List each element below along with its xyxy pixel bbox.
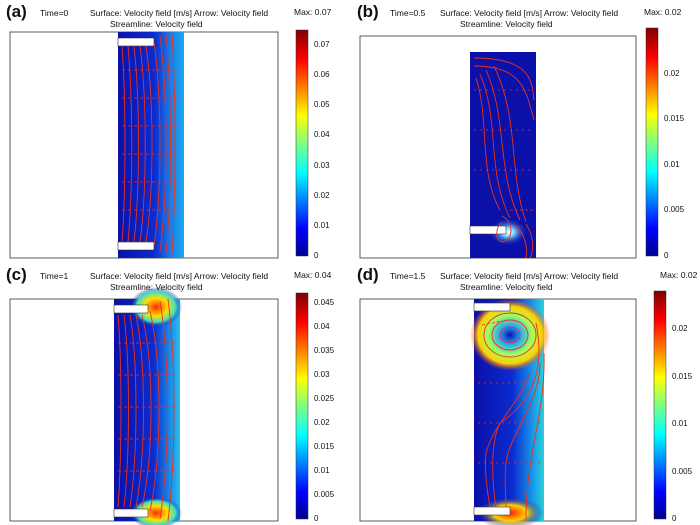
panel-letter: (d) xyxy=(357,265,379,284)
velocity-arrows xyxy=(118,342,176,472)
colorbar-tick-label: 0.05 xyxy=(314,100,330,110)
colorbar-tick-label: 0 xyxy=(314,251,319,260)
colorbar-tick-label: 0.01 xyxy=(314,220,330,230)
colorbar-tick-label: 0.035 xyxy=(314,345,335,355)
surface-title: Surface: Velocity field [m/s] Arrow: Vel… xyxy=(90,271,269,281)
inlet-bottom xyxy=(113,508,149,518)
colorbar xyxy=(295,29,309,257)
colorbar-tick-label: 0.01 xyxy=(672,419,688,428)
panel-b: (b) Time=0.5 Surface: Velocity field [m/… xyxy=(350,0,700,262)
streamline-title: Streamline: Velocity field xyxy=(460,282,553,292)
colorbar-tick-label: 0.015 xyxy=(672,371,693,381)
colorbar-tick-label: 0.01 xyxy=(314,465,330,475)
colorbar-tick-label: 0.03 xyxy=(314,160,330,170)
max-label: Max: 0.07 xyxy=(294,7,332,17)
colorbar-tick-label: 0.025 xyxy=(314,393,335,403)
streamline-title: Streamline: Velocity field xyxy=(460,19,553,29)
velocity-arrows xyxy=(474,89,534,211)
time-label: Time=1 xyxy=(40,271,69,281)
streamline-title: Streamline: Velocity field xyxy=(110,282,203,292)
inlet-bottom xyxy=(473,506,511,516)
time-label: Time=0 xyxy=(40,8,69,18)
inlet-top xyxy=(113,304,149,314)
colorbar-tick-label: 0.04 xyxy=(314,321,330,331)
colorbar-tick-label: 0.07 xyxy=(314,40,330,50)
colorbar-tick-label: 0.045 xyxy=(314,297,335,307)
inlet-top xyxy=(117,37,155,47)
panel-c: (c) Time=1 Surface: Velocity field [m/s]… xyxy=(0,263,350,525)
panel-a: (a) Time=0 Surface: Velocity field [m/s]… xyxy=(0,0,350,262)
panel-letter: (b) xyxy=(357,2,379,21)
colorbar-tick-label: 0.02 xyxy=(314,190,330,200)
colorbar-tick-label: 0 xyxy=(314,514,319,523)
time-label: Time=1.5 xyxy=(390,271,426,281)
colorbar-tick-label: 0.06 xyxy=(314,70,330,80)
colorbar xyxy=(653,290,667,520)
colorbar-tick-label: 0.015 xyxy=(664,114,685,124)
colorbar-tick-label: 0.02 xyxy=(664,68,680,78)
colorbar xyxy=(295,292,309,520)
colorbar xyxy=(645,27,659,257)
velocity-plot xyxy=(9,29,309,259)
channel xyxy=(118,32,184,258)
velocity-plot xyxy=(9,287,309,525)
surface-title: Surface: Velocity field [m/s] Arrow: Vel… xyxy=(90,8,269,18)
streamlines xyxy=(483,312,545,520)
colorbar-tick-label: 0.01 xyxy=(664,159,680,169)
streamlines xyxy=(121,33,176,255)
colorbar-tick-label: 0.03 xyxy=(314,369,330,379)
colorbar-tick-label: 0.02 xyxy=(672,324,688,333)
panel-letter: (a) xyxy=(6,2,27,21)
colorbar-tick-label: 0.005 xyxy=(664,205,685,215)
colorbar-tick-label: 0.005 xyxy=(314,489,335,499)
velocity-plot xyxy=(359,27,659,259)
streamlines xyxy=(117,298,175,522)
max-label: Max: 0.02 xyxy=(644,7,682,17)
colorbar-tick-label: 0.04 xyxy=(314,130,330,140)
max-label: Max: 0.04 xyxy=(294,270,332,280)
streamlines xyxy=(473,57,535,259)
inlet-bottom xyxy=(469,225,507,235)
colorbar-tick-label: 0.015 xyxy=(314,441,335,451)
streamline-title: Streamline: Velocity field xyxy=(110,19,203,29)
max-label: Max: 0.02 xyxy=(660,270,698,280)
inlet-bottom xyxy=(117,241,155,251)
surface-title: Surface: Velocity field [m/s] Arrow: Vel… xyxy=(440,8,619,18)
panel-d: (d) Time=1.5 Surface: Velocity field [m/… xyxy=(350,263,700,525)
velocity-plot xyxy=(359,290,667,525)
colorbar-tick-label: 0 xyxy=(672,514,677,523)
velocity-arrows xyxy=(478,320,540,464)
colorbar-tick-label: 0 xyxy=(664,251,669,260)
panel-letter: (c) xyxy=(6,265,27,284)
surface-title: Surface: Velocity field [m/s] Arrow: Vel… xyxy=(440,271,619,281)
time-label: Time=0.5 xyxy=(390,8,426,18)
inlet-top xyxy=(473,302,511,312)
colorbar-tick-label: 0.02 xyxy=(314,417,330,427)
channel xyxy=(114,299,180,521)
colorbar-tick-label: 0.005 xyxy=(672,466,693,476)
